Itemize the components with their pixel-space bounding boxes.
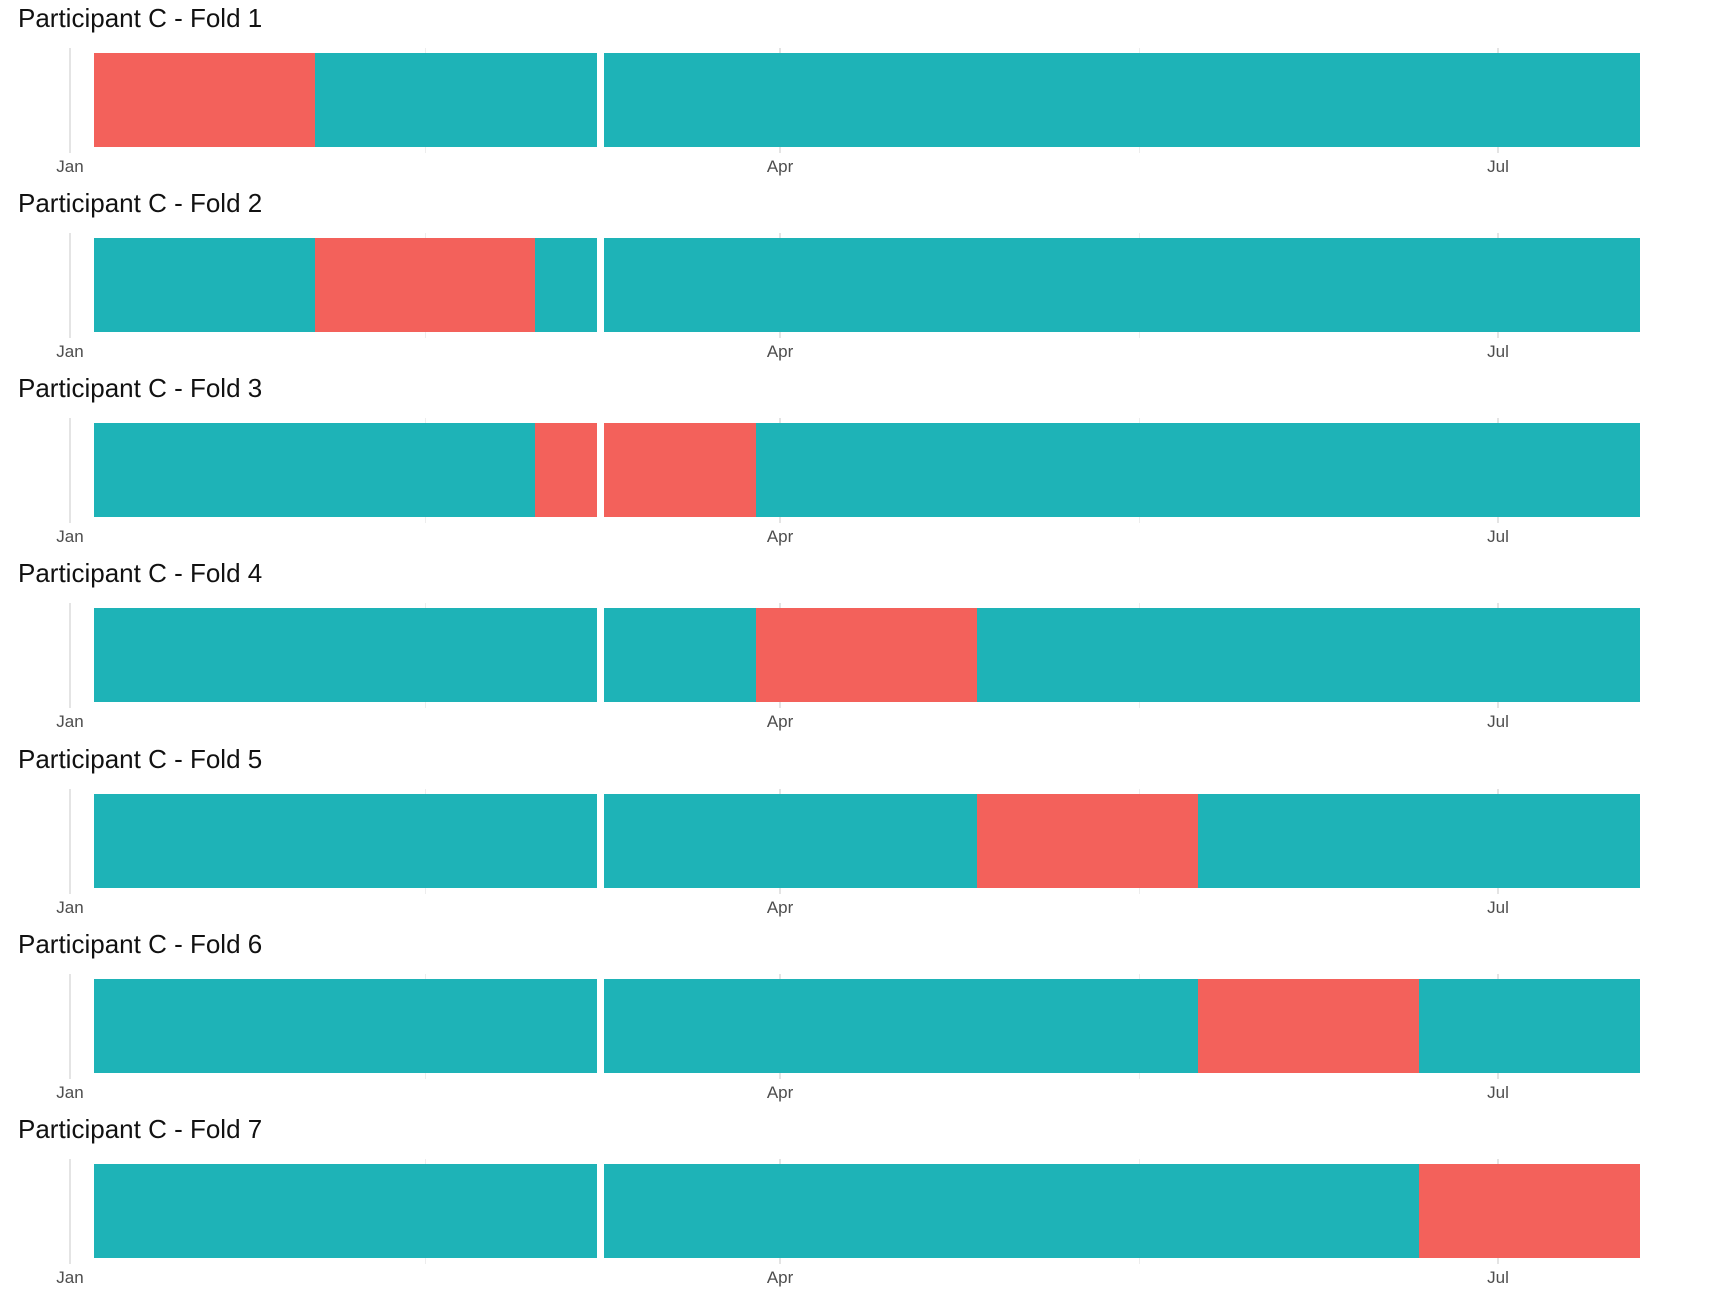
fold-title: Participant C - Fold 2 [18,188,263,219]
test-segment [314,238,536,333]
train-segment [1419,978,1640,1073]
x-axis-tick-label: Jan [56,897,84,917]
x-axis-tick-label: Jul [1487,342,1509,362]
plot-panel: Jan Apr Jul [0,370,1728,555]
fold-title: Participant C - Fold 5 [18,743,263,774]
major-gridline [69,418,71,524]
fold-chart: Participant C - Fold 1 Jan Apr Jul [0,0,1728,185]
plot-panel: Jan Apr Jul [0,555,1728,740]
x-axis-tick-label: Apr [766,157,794,176]
test-segment [604,423,757,518]
test-segment [93,53,315,147]
train-segment [93,423,536,518]
test-segment [756,608,978,703]
train-segment [93,238,315,333]
test-segment [1198,978,1420,1073]
fold-title: Participant C - Fold 4 [18,558,263,589]
plot-panel: Jan Apr Jul [0,741,1728,926]
x-axis-tick-label: Jul [1487,157,1509,176]
fold-chart: Participant C - Fold 4 Jan Apr Jul [0,555,1728,740]
major-gridline [69,1158,71,1264]
major-gridline [69,788,71,894]
fold-title: Participant C - Fold 3 [18,373,263,404]
x-axis-tick-label: Jan [56,712,84,732]
x-axis-tick-label: Apr [766,712,794,732]
train-segment [314,53,597,147]
x-axis-tick-label: Apr [766,1082,794,1102]
train-segment [93,793,597,888]
train-segment [604,238,1640,333]
train-segment [93,1163,597,1258]
major-gridline [69,48,71,153]
train-segment [604,1163,1420,1258]
x-axis-tick-label: Apr [766,897,794,917]
train-segment [535,238,597,333]
plot-panel: Jan Apr Jul [0,1111,1728,1296]
major-gridline [69,603,71,709]
x-axis-tick-label: Apr [766,527,794,547]
fold-title: Participant C - Fold 1 [18,3,263,33]
train-segment [756,423,1640,518]
x-axis-tick-label: Jan [56,157,84,176]
train-segment [1198,793,1640,888]
train-segment [604,53,1640,147]
major-gridline [69,973,71,1079]
fold-chart: Participant C - Fold 2 Jan Apr Jul [0,185,1728,370]
test-segment [977,793,1199,888]
fold-chart: Participant C - Fold 3 Jan Apr Jul [0,370,1728,555]
fold-title: Participant C - Fold 7 [18,1113,263,1144]
major-gridline [69,233,71,339]
x-axis-tick-label: Apr [766,1267,794,1287]
fold-title: Participant C - Fold 6 [18,928,263,959]
train-segment [604,978,1199,1073]
x-axis-tick-label: Jan [56,1267,84,1287]
x-axis-tick-label: Jan [56,1082,84,1102]
test-segment [535,423,597,518]
x-axis-tick-label: Jul [1487,897,1509,917]
x-axis-tick-label: Jul [1487,527,1509,547]
x-axis-tick-label: Jan [56,342,84,362]
train-segment [93,608,597,703]
fold-chart: Participant C - Fold 7 Jan Apr Jul [0,1111,1728,1296]
train-segment [977,608,1640,703]
x-axis-tick-label: Jul [1487,1082,1509,1102]
fold-chart: Participant C - Fold 5 Jan Apr Jul [0,741,1728,926]
test-segment [1419,1163,1640,1258]
x-axis-tick-label: Jul [1487,1267,1509,1287]
x-axis-tick-label: Jan [56,527,84,547]
x-axis-tick-label: Apr [766,342,794,362]
train-segment [604,793,978,888]
plot-panel: Jan Apr Jul [0,926,1728,1111]
plot-panel: Jan Apr Jul [0,0,1728,185]
x-axis-tick-label: Jul [1487,712,1509,732]
plot-panel: Jan Apr Jul [0,185,1728,370]
train-segment [604,608,757,703]
fold-chart: Participant C - Fold 6 Jan Apr Jul [0,926,1728,1111]
train-segment [93,978,597,1073]
